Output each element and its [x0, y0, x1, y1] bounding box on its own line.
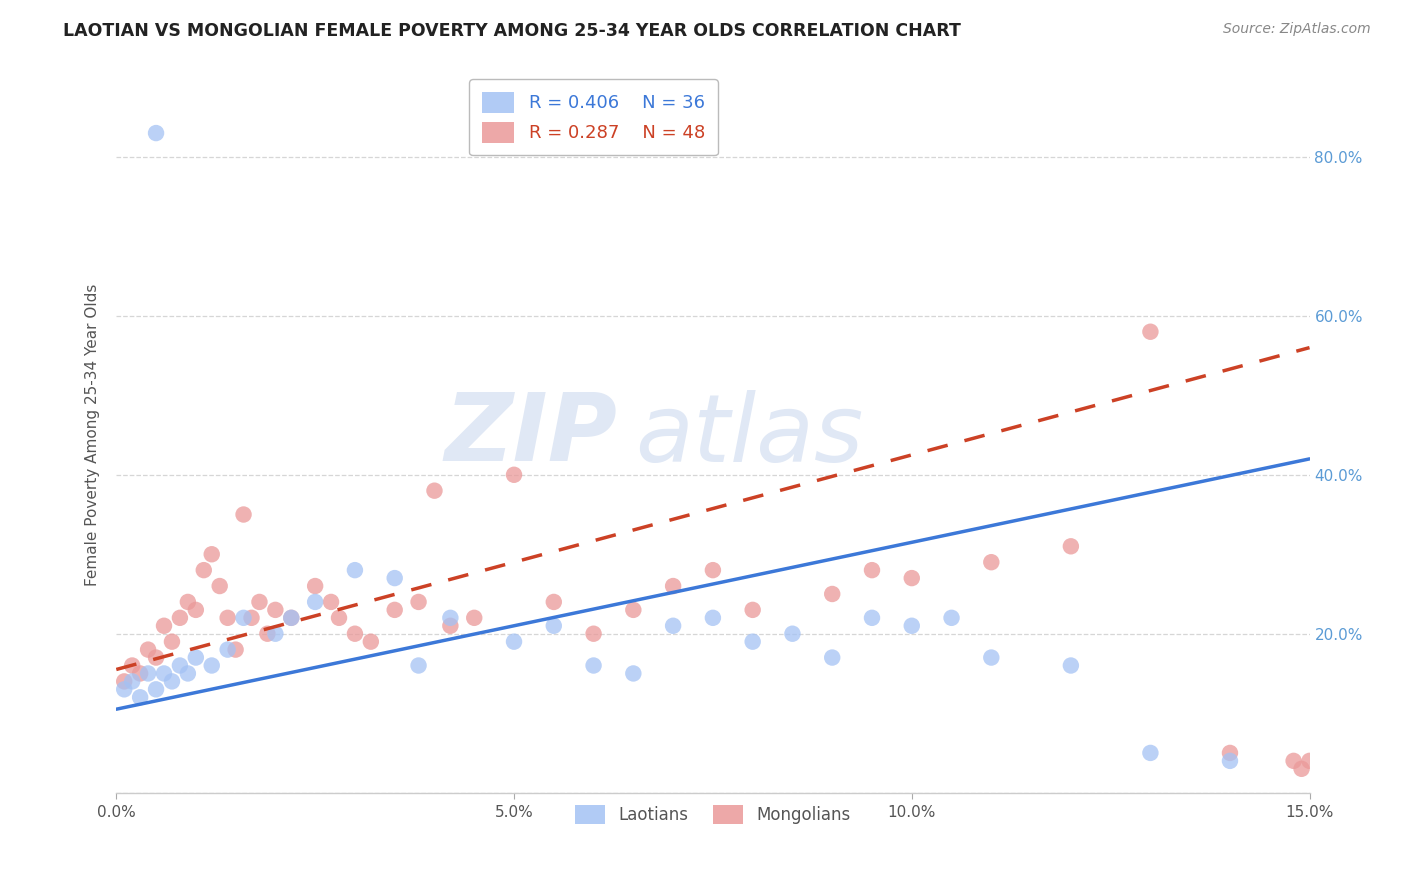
Point: [136, 642, 159, 657]
Text: Source: ZipAtlas.com: Source: ZipAtlas.com: [1223, 22, 1371, 37]
Point: [821, 650, 844, 665]
Point: [900, 619, 922, 633]
Point: [145, 126, 167, 140]
Point: [280, 611, 302, 625]
Point: [860, 563, 883, 577]
Point: [408, 658, 430, 673]
Point: [343, 563, 366, 577]
Point: [160, 674, 183, 689]
Point: [1298, 754, 1320, 768]
Point: [129, 666, 152, 681]
Point: [184, 650, 207, 665]
Point: [408, 595, 430, 609]
Point: [439, 619, 461, 633]
Point: [582, 626, 605, 640]
Point: [503, 467, 526, 482]
Point: [621, 666, 644, 681]
Y-axis label: Female Poverty Among 25-34 Year Olds: Female Poverty Among 25-34 Year Olds: [86, 284, 100, 586]
Point: [1282, 754, 1305, 768]
Point: [201, 547, 224, 561]
Point: [1291, 762, 1313, 776]
Point: [543, 595, 565, 609]
Point: [232, 508, 254, 522]
Point: [153, 619, 176, 633]
Point: [439, 611, 461, 625]
Point: [112, 674, 135, 689]
Point: [136, 666, 159, 681]
Point: [145, 650, 167, 665]
Point: [232, 611, 254, 625]
Point: [343, 626, 366, 640]
Point: [304, 579, 326, 593]
Point: [582, 658, 605, 673]
Point: [1139, 325, 1161, 339]
Point: [264, 603, 287, 617]
Point: [543, 619, 565, 633]
Point: [328, 611, 350, 625]
Point: [169, 611, 191, 625]
Point: [662, 579, 685, 593]
Point: [1060, 539, 1083, 553]
Point: [184, 603, 207, 617]
Point: [160, 634, 183, 648]
Point: [980, 555, 1002, 569]
Point: [319, 595, 342, 609]
Point: [129, 690, 152, 705]
Point: [1139, 746, 1161, 760]
Point: [980, 650, 1002, 665]
Point: [821, 587, 844, 601]
Point: [225, 642, 247, 657]
Point: [177, 666, 200, 681]
Point: [384, 571, 406, 585]
Point: [384, 603, 406, 617]
Point: [201, 658, 224, 673]
Point: [249, 595, 271, 609]
Point: [217, 611, 239, 625]
Point: [941, 611, 963, 625]
Text: atlas: atlas: [636, 390, 863, 481]
Point: [1219, 746, 1241, 760]
Point: [304, 595, 326, 609]
Point: [208, 579, 231, 593]
Point: [621, 603, 644, 617]
Point: [360, 634, 382, 648]
Point: [702, 563, 724, 577]
Text: ZIP: ZIP: [444, 389, 617, 481]
Point: [860, 611, 883, 625]
Point: [177, 595, 200, 609]
Legend: Laotians, Mongolians: Laotians, Mongolians: [565, 795, 860, 834]
Point: [169, 658, 191, 673]
Point: [145, 682, 167, 697]
Point: [741, 634, 763, 648]
Text: LAOTIAN VS MONGOLIAN FEMALE POVERTY AMONG 25-34 YEAR OLDS CORRELATION CHART: LAOTIAN VS MONGOLIAN FEMALE POVERTY AMON…: [63, 22, 962, 40]
Point: [1219, 754, 1241, 768]
Point: [240, 611, 263, 625]
Point: [121, 674, 143, 689]
Point: [256, 626, 278, 640]
Point: [153, 666, 176, 681]
Point: [121, 658, 143, 673]
Point: [782, 626, 804, 640]
Point: [193, 563, 215, 577]
Point: [741, 603, 763, 617]
Point: [662, 619, 685, 633]
Point: [112, 682, 135, 697]
Point: [423, 483, 446, 498]
Point: [702, 611, 724, 625]
Point: [264, 626, 287, 640]
Point: [463, 611, 485, 625]
Point: [217, 642, 239, 657]
Point: [503, 634, 526, 648]
Point: [900, 571, 922, 585]
Point: [1060, 658, 1083, 673]
Point: [280, 611, 302, 625]
